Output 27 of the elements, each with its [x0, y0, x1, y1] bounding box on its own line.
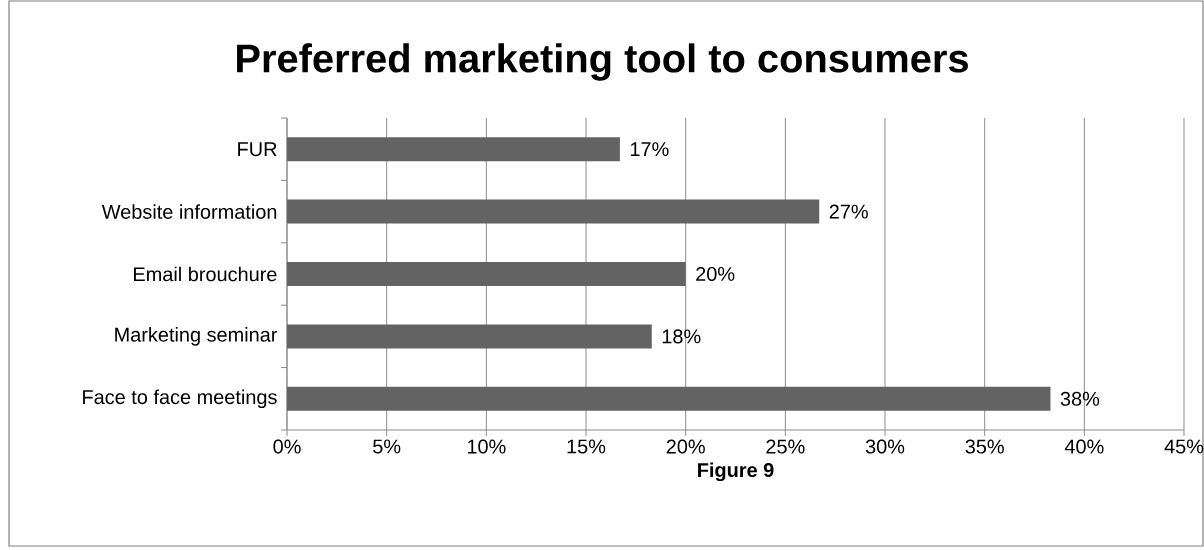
- data-label: 27%: [829, 204, 868, 219]
- x-tick-label: 5%: [373, 439, 401, 454]
- x-tick-label: 40%: [1064, 439, 1104, 454]
- y-tick-label: Face to face meetings: [83, 389, 277, 409]
- x-tick-label: 0%: [273, 439, 301, 454]
- x-tick-label: 45%: [1164, 439, 1204, 454]
- data-label: 20%: [696, 266, 735, 282]
- x-axis-title: Figure 9: [698, 462, 774, 482]
- bar: [287, 199, 820, 224]
- y-tick-label: Email brouchure: [134, 266, 277, 282]
- y-tick-label: Marketing seminar: [115, 327, 278, 346]
- bar: [287, 137, 620, 162]
- x-tick-label: 20%: [666, 439, 705, 454]
- y-tick-label: Website information: [101, 204, 277, 219]
- data-label: 17%: [630, 142, 669, 157]
- bar: [287, 386, 1051, 411]
- bar: [287, 261, 686, 286]
- x-tick-label: 25%: [766, 439, 805, 454]
- y-tick-label: FUR: [238, 142, 277, 157]
- bar: [287, 324, 652, 349]
- x-tick-label: 15%: [567, 439, 606, 454]
- data-label: 18%: [662, 329, 701, 344]
- x-tick-label: 35%: [965, 439, 1004, 454]
- x-tick-label: 30%: [865, 439, 905, 454]
- chart-title: Preferred marketing tool to consumers: [237, 43, 968, 81]
- x-tick-label: 10%: [467, 439, 506, 454]
- data-label: 38%: [1060, 391, 1100, 406]
